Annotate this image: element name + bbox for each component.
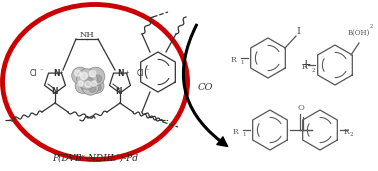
Text: Cl: Cl — [136, 69, 144, 78]
Circle shape — [75, 70, 81, 76]
Text: 2: 2 — [369, 24, 373, 30]
Circle shape — [81, 72, 88, 80]
Circle shape — [79, 74, 86, 81]
Text: B(OH): B(OH) — [348, 29, 370, 37]
Text: CO: CO — [197, 83, 213, 93]
Text: R: R — [232, 128, 238, 136]
Text: 1: 1 — [242, 133, 246, 137]
Circle shape — [90, 70, 96, 77]
Circle shape — [86, 67, 105, 86]
Text: +: + — [125, 69, 129, 75]
Circle shape — [91, 81, 97, 86]
Circle shape — [78, 81, 83, 86]
Text: R: R — [344, 128, 350, 136]
Text: P(DVBˣ-NDIIL¹)-Pd: P(DVBˣ-NDIIL¹)-Pd — [52, 154, 138, 162]
Text: R: R — [230, 56, 236, 64]
Circle shape — [77, 69, 97, 89]
Circle shape — [82, 78, 99, 95]
Text: 2: 2 — [349, 133, 353, 137]
Circle shape — [89, 85, 96, 92]
Text: Cl: Cl — [29, 69, 37, 78]
Circle shape — [72, 67, 89, 84]
Text: O: O — [297, 104, 304, 112]
Circle shape — [85, 81, 91, 87]
Text: I: I — [296, 28, 300, 36]
Circle shape — [85, 77, 94, 86]
Text: ⁻: ⁻ — [39, 68, 43, 74]
Text: NH: NH — [80, 31, 94, 39]
Text: R: R — [301, 63, 307, 71]
Text: ⁻: ⁻ — [145, 68, 149, 74]
Text: 2: 2 — [311, 68, 315, 73]
Text: N: N — [51, 88, 57, 96]
Text: +: + — [301, 58, 311, 71]
Text: +: + — [59, 69, 64, 75]
Text: N: N — [118, 69, 124, 78]
Circle shape — [75, 78, 90, 93]
Circle shape — [95, 85, 101, 91]
FancyArrowPatch shape — [183, 24, 228, 146]
Text: 1: 1 — [240, 61, 244, 65]
Circle shape — [94, 75, 102, 83]
Circle shape — [89, 78, 104, 93]
Circle shape — [82, 85, 88, 91]
Text: N: N — [116, 88, 122, 96]
Text: N: N — [53, 69, 59, 78]
